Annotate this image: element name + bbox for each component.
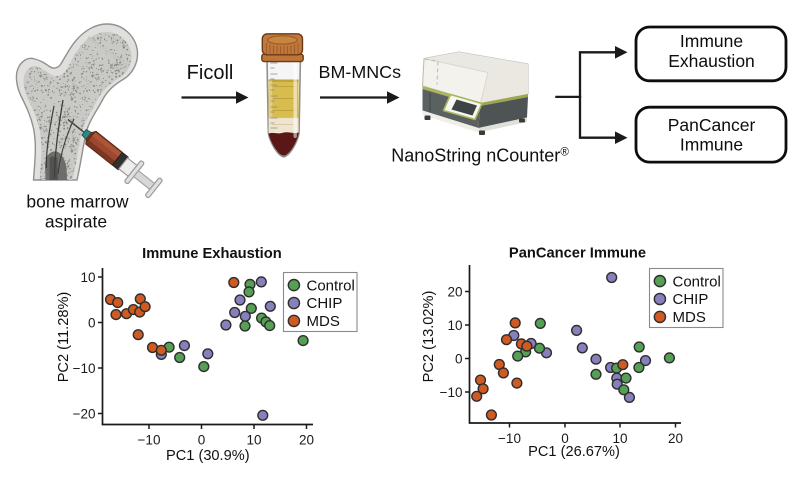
svg-text:Immune Exhaustion: Immune Exhaustion — [142, 246, 282, 262]
svg-text:BM-MNCs: BM-MNCs — [319, 62, 402, 82]
svg-text:−10: −10 — [498, 431, 521, 446]
svg-text:Immune: Immune — [680, 134, 743, 154]
svg-text:−20: −20 — [73, 406, 96, 421]
svg-text:NanoString nCounter®: NanoString nCounter® — [391, 146, 569, 166]
svg-text:10: 10 — [612, 431, 627, 446]
svg-text:10: 10 — [447, 318, 462, 333]
svg-text:PC2 (13.02%): PC2 (13.02%) — [421, 291, 437, 383]
svg-text:0: 0 — [455, 351, 463, 366]
svg-text:20: 20 — [299, 433, 314, 448]
svg-text:−10: −10 — [73, 361, 96, 376]
svg-text:Control: Control — [673, 273, 721, 290]
svg-text:0: 0 — [561, 431, 569, 446]
svg-text:PanCancer: PanCancer — [668, 115, 756, 135]
svg-text:PanCancer Immune: PanCancer Immune — [509, 245, 646, 261]
svg-text:aspirate: aspirate — [45, 212, 107, 232]
svg-text:Exhaustion: Exhaustion — [668, 51, 755, 71]
svg-text:10: 10 — [80, 270, 95, 285]
svg-text:CHIP: CHIP — [673, 291, 709, 308]
svg-text:CHIP: CHIP — [307, 295, 343, 312]
svg-text:Ficoll: Ficoll — [187, 62, 234, 84]
svg-text:bone marrow: bone marrow — [26, 192, 128, 212]
svg-text:20: 20 — [668, 431, 683, 446]
svg-text:−10: −10 — [138, 433, 161, 448]
svg-text:MDS: MDS — [673, 309, 706, 326]
svg-text:MDS: MDS — [307, 313, 340, 330]
svg-text:PC1 (30.9%): PC1 (30.9%) — [166, 448, 250, 464]
svg-text:20: 20 — [447, 284, 462, 299]
svg-text:0: 0 — [88, 315, 96, 330]
svg-text:Control: Control — [307, 277, 355, 294]
svg-text:PC2 (11.28%): PC2 (11.28%) — [56, 292, 72, 383]
svg-text:Immune: Immune — [680, 31, 743, 51]
svg-text:10: 10 — [246, 433, 261, 448]
svg-text:0: 0 — [198, 433, 206, 448]
svg-text:−10: −10 — [440, 385, 463, 400]
svg-text:PC1 (26.67%): PC1 (26.67%) — [528, 444, 620, 460]
